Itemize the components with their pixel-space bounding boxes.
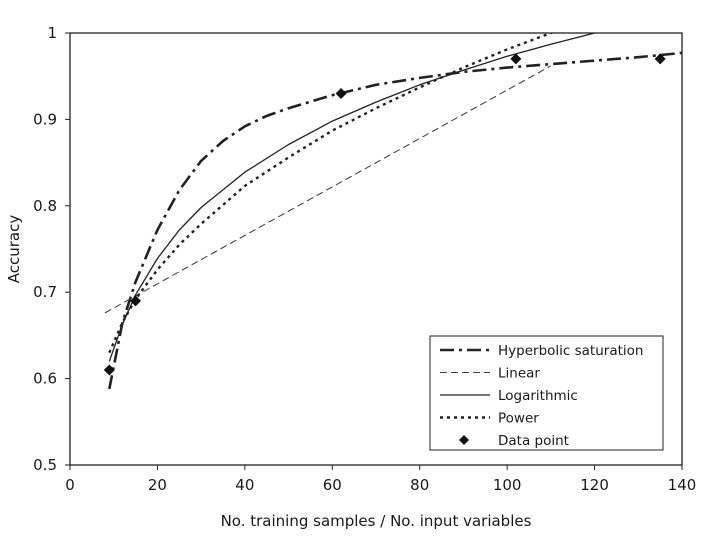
y-axis-label: Accuracy <box>5 215 23 284</box>
legend-swatch-data-point <box>459 435 469 445</box>
legend-label: Power <box>498 411 539 427</box>
x-axis-label: No. training samples / No. input variabl… <box>221 512 532 530</box>
y-tick-label: 0.8 <box>33 197 57 215</box>
y-tick-label: 0.9 <box>33 110 57 128</box>
x-tick-label: 120 <box>580 476 609 494</box>
x-tick-label: 100 <box>493 476 522 494</box>
legend-label: Data point <box>498 433 569 449</box>
x-tick-label: 80 <box>410 476 429 494</box>
x-tick-label: 140 <box>668 476 697 494</box>
legend-box <box>429 335 664 451</box>
series-line-hyperbolic-saturation <box>108 51 682 390</box>
data-point-marker <box>510 53 522 65</box>
axes-layer: 0 20 40 60 80 100 120 140 0.5 0.6 0.7 0.8 0.9 1 <box>33 24 696 494</box>
legend: Hyperbolic saturation Linear Logarithmic Po… <box>429 335 664 451</box>
y-tick-label: 0.7 <box>33 283 57 301</box>
plot-area-frame <box>69 32 683 466</box>
x-tick-label: 0 <box>65 476 75 494</box>
y-tick-label: 0.5 <box>33 456 57 474</box>
data-point-marker <box>654 53 666 65</box>
y-tick-label: 1 <box>47 24 57 42</box>
x-tick-label: 40 <box>235 476 254 494</box>
legend-label: Hyperbolic saturation <box>498 343 643 359</box>
data-point-marker <box>335 87 347 99</box>
series-line-power <box>108 33 555 354</box>
x-tick-label: 20 <box>148 476 167 494</box>
y-tick-label: 0.6 <box>33 370 57 388</box>
legend-label: Linear <box>498 366 540 382</box>
data-point-marker <box>130 295 142 307</box>
series-layer <box>104 33 682 390</box>
data-point-marker <box>103 364 115 376</box>
series-line-logarithmic <box>108 33 598 362</box>
data-points-layer <box>103 53 666 376</box>
x-tick-label: 60 <box>323 476 342 494</box>
series-line-linear <box>104 65 552 314</box>
legend-label: Logarithmic <box>498 388 578 404</box>
